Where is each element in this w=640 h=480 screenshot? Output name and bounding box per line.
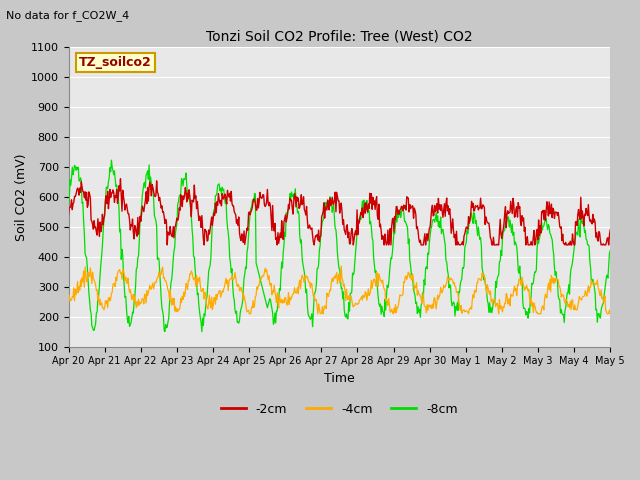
Legend: -2cm, -4cm, -8cm: -2cm, -4cm, -8cm bbox=[216, 398, 463, 421]
Y-axis label: Soil CO2 (mV): Soil CO2 (mV) bbox=[15, 153, 28, 241]
X-axis label: Time: Time bbox=[324, 372, 355, 385]
Text: No data for f_CO2W_4: No data for f_CO2W_4 bbox=[6, 10, 130, 21]
Text: TZ_soilco2: TZ_soilco2 bbox=[79, 56, 152, 69]
Title: Tonzi Soil CO2 Profile: Tree (West) CO2: Tonzi Soil CO2 Profile: Tree (West) CO2 bbox=[206, 29, 473, 43]
